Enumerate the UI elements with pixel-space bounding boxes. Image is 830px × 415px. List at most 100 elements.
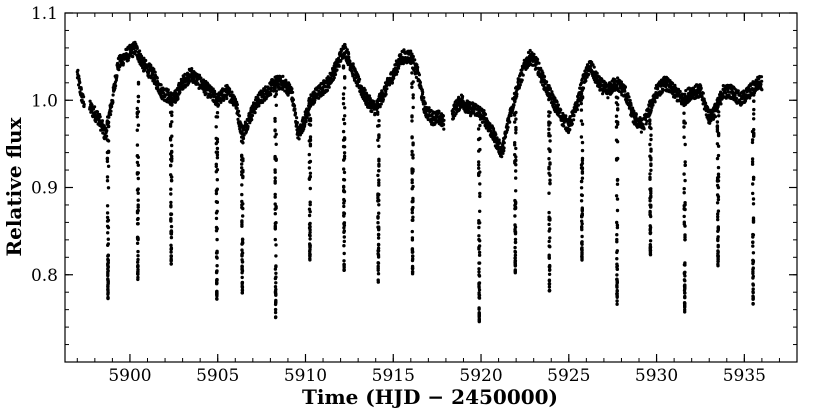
data-point	[240, 241, 245, 245]
data-point	[297, 137, 301, 141]
x-tick-label: 5905	[196, 366, 239, 386]
data-point	[237, 114, 242, 118]
data-point	[548, 182, 552, 186]
data-point	[477, 295, 481, 300]
data-point	[169, 179, 174, 183]
data-point	[547, 131, 551, 136]
data-point	[615, 249, 619, 253]
data-point	[650, 105, 654, 110]
data-point	[547, 229, 551, 233]
data-point	[215, 289, 219, 294]
data-point	[616, 96, 620, 100]
data-point	[376, 249, 380, 253]
data-point	[240, 260, 245, 264]
data-point	[276, 82, 281, 86]
data-point	[580, 209, 584, 213]
data-point	[293, 107, 297, 111]
data-point	[241, 136, 246, 141]
data-point	[570, 122, 574, 126]
data-point	[169, 254, 173, 259]
data-point	[214, 211, 219, 215]
data-point	[411, 54, 415, 59]
data-point	[521, 73, 525, 77]
data-point	[342, 214, 346, 218]
data-point	[648, 209, 652, 214]
data-point	[615, 284, 619, 289]
data-point	[751, 191, 755, 196]
data-point	[153, 70, 157, 74]
data-point	[105, 120, 110, 124]
data-point	[307, 176, 312, 181]
data-point	[106, 259, 110, 263]
data-point	[341, 102, 346, 106]
data-point	[273, 154, 277, 159]
data-point	[377, 181, 381, 185]
data-point	[547, 157, 551, 161]
data-point	[376, 232, 381, 237]
data-point	[726, 90, 730, 94]
data-point	[477, 291, 481, 295]
data-point	[308, 171, 313, 175]
data-point	[615, 279, 619, 283]
data-point	[477, 306, 481, 310]
data-point	[78, 80, 82, 85]
data-point	[649, 108, 653, 113]
data-point	[648, 231, 652, 236]
data-point	[434, 117, 438, 121]
data-point	[716, 225, 720, 229]
data-point	[410, 247, 415, 252]
data-point	[716, 245, 720, 249]
data-point	[106, 254, 110, 258]
data-point	[615, 182, 620, 186]
data-point	[751, 302, 755, 306]
data-point	[759, 75, 764, 79]
x-tick-label: 5900	[108, 366, 151, 386]
data-point	[513, 259, 517, 264]
data-point	[548, 110, 552, 115]
data-point	[411, 205, 415, 210]
data-point	[390, 80, 394, 85]
data-point	[514, 169, 518, 173]
data-point	[715, 183, 720, 188]
data-point	[591, 63, 595, 67]
data-point	[274, 132, 278, 136]
data-point	[170, 143, 174, 148]
data-point	[169, 212, 173, 216]
data-point	[111, 93, 115, 97]
data-point	[288, 83, 292, 87]
data-point	[215, 264, 219, 268]
data-point	[215, 280, 219, 284]
data-point	[169, 164, 173, 168]
data-point	[547, 147, 551, 151]
data-point	[478, 221, 482, 225]
data-point	[514, 189, 518, 193]
data-point	[413, 58, 417, 62]
data-point	[751, 197, 756, 201]
data-point	[111, 100, 115, 104]
data-point	[750, 162, 755, 166]
data-point	[682, 204, 686, 208]
data-point	[548, 139, 552, 143]
data-point	[648, 212, 652, 217]
data-point	[106, 139, 111, 143]
data-point	[274, 293, 278, 297]
data-point	[513, 153, 517, 157]
data-point	[513, 253, 518, 257]
data-point	[410, 200, 414, 204]
data-point	[751, 175, 756, 180]
data-point	[107, 124, 111, 129]
data-point	[427, 106, 431, 110]
data-point	[482, 109, 486, 113]
data-point	[273, 224, 277, 228]
data-point	[716, 250, 720, 254]
data-point	[417, 73, 421, 77]
data-point	[308, 237, 312, 241]
data-point	[750, 157, 755, 161]
data-point	[575, 108, 580, 112]
data-point	[376, 272, 381, 276]
y-tick-label: 1.1	[31, 4, 58, 24]
data-point	[240, 238, 245, 242]
data-point	[273, 176, 277, 180]
data-point	[760, 79, 764, 83]
data-point	[214, 170, 218, 174]
